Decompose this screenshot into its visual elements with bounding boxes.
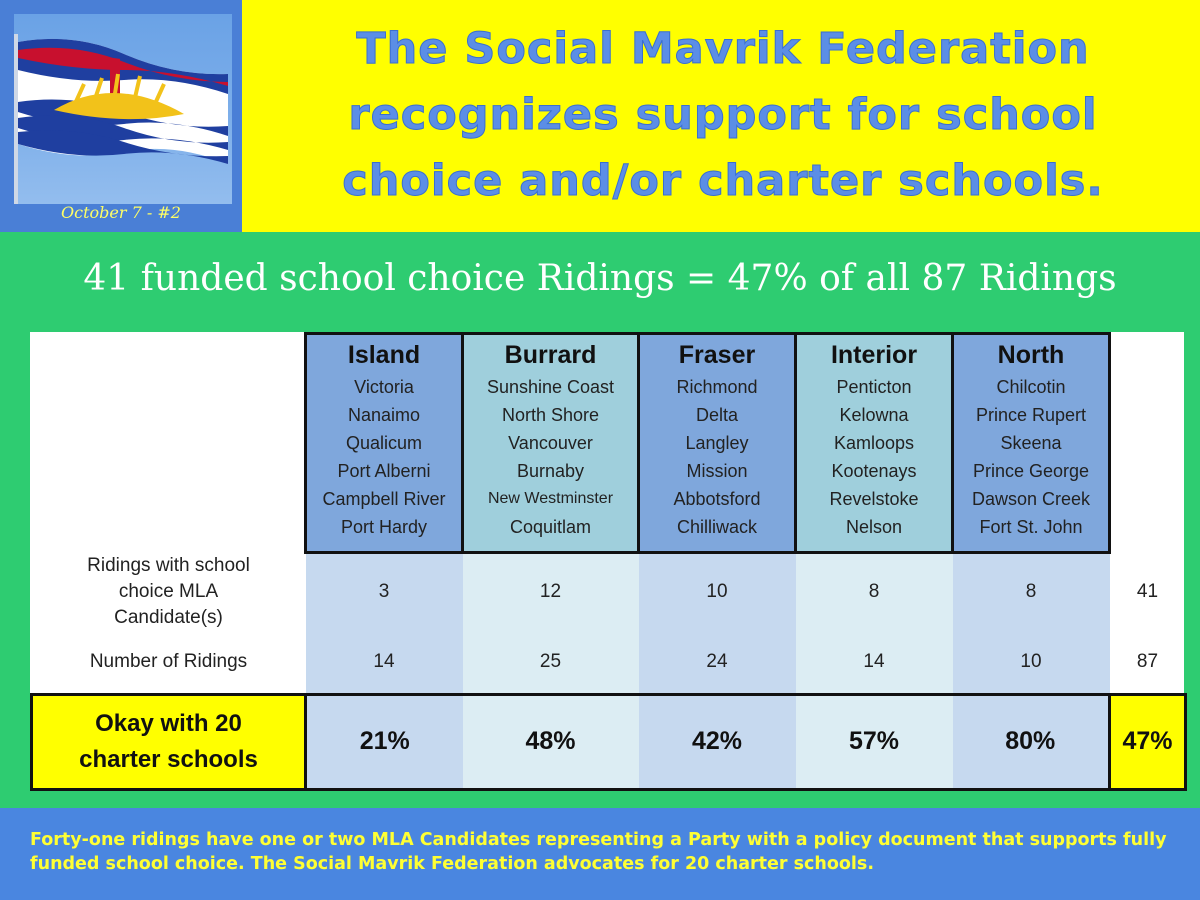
city-name: Fort St. John bbox=[979, 517, 1083, 537]
table-row-school-choice: Ridings with school choice MLA Candidate… bbox=[32, 552, 1186, 631]
region-island: Island Victoria Nanaimo Qualicum Port Al… bbox=[304, 332, 464, 554]
city-name: Chilliwack bbox=[676, 517, 757, 537]
flag-panel: October 7 - #2 bbox=[0, 0, 242, 232]
ridings-table: Island Victoria Nanaimo Qualicum Port Al… bbox=[30, 332, 1187, 791]
headline-line: The Social Mavrik Federation bbox=[356, 24, 1090, 75]
region-fraser: Fraser Richmond Delta Langley Mission Ab… bbox=[637, 332, 797, 554]
region-name: Burrard bbox=[504, 341, 597, 369]
city-name: Langley bbox=[685, 433, 749, 453]
total-cell: 41 bbox=[1136, 580, 1159, 602]
row-label-highlight: Okay with 20 charter schools bbox=[30, 692, 307, 791]
table-cell: 24 bbox=[638, 630, 796, 694]
city-name: Coquitlam bbox=[509, 517, 592, 537]
region-name: Fraser bbox=[678, 341, 756, 369]
empty-total-header-cell bbox=[1110, 334, 1186, 553]
row-label: Number of Ridings bbox=[89, 650, 248, 672]
city-name: Kamloops bbox=[833, 433, 915, 453]
city-name: Victoria bbox=[354, 377, 414, 397]
region-burrard: Burrard Sunshine Coast North Shore Vanco… bbox=[461, 332, 640, 554]
headline-line: recognizes support for school bbox=[348, 90, 1098, 141]
city-name: Port Hardy bbox=[340, 517, 428, 537]
city-name: Prince George bbox=[972, 461, 1090, 481]
empty-corner-cell bbox=[32, 334, 306, 553]
region-name: Interior bbox=[830, 341, 918, 369]
percent-cell: 48% bbox=[462, 692, 639, 791]
table-cell: 14 bbox=[795, 630, 953, 694]
city-name: Delta bbox=[695, 405, 739, 425]
total-cell: 87 bbox=[1136, 650, 1159, 672]
table-cell: 8 bbox=[795, 552, 953, 631]
percent-cell: 80% bbox=[952, 692, 1110, 791]
city-name: Revelstoke bbox=[829, 489, 919, 509]
city-name: Mission bbox=[686, 461, 748, 481]
footer-text: Forty-one ridings have one or two MLA Ca… bbox=[30, 830, 1167, 874]
total-percent-cell: 47% bbox=[1108, 692, 1187, 791]
city-name: Prince Rupert bbox=[975, 405, 1087, 425]
table-cell: 10 bbox=[952, 630, 1110, 694]
city-name: Chilcotin bbox=[996, 377, 1066, 397]
region-name: Island bbox=[347, 341, 421, 369]
bc-flag-icon bbox=[14, 14, 232, 204]
table-cell: 10 bbox=[638, 552, 796, 631]
header-banner: October 7 - #2 The Social Mavrik Federat… bbox=[0, 0, 1200, 232]
city-name: New Westminster bbox=[487, 490, 614, 507]
city-name: Penticton bbox=[836, 377, 912, 397]
footer-banner: Forty-one ridings have one or two MLA Ca… bbox=[0, 808, 1200, 900]
table-cell: 25 bbox=[462, 630, 639, 694]
ridings-table-panel: Island Victoria Nanaimo Qualicum Port Al… bbox=[30, 332, 1187, 791]
headline: The Social Mavrik Federation recognizes … bbox=[260, 16, 1186, 214]
city-name: Burnaby bbox=[516, 461, 585, 481]
table-cell: 8 bbox=[952, 552, 1110, 631]
city-name: Richmond bbox=[676, 377, 758, 397]
table-row-okay-with-charter: Okay with 20 charter schools 21% 48% 42%… bbox=[30, 692, 1187, 791]
city-name: Qualicum bbox=[345, 433, 423, 453]
city-name: Dawson Creek bbox=[971, 489, 1091, 509]
city-name: Port Alberni bbox=[337, 461, 431, 481]
city-name: Nelson bbox=[845, 517, 903, 537]
city-name: Nanaimo bbox=[347, 405, 421, 425]
city-name: North Shore bbox=[501, 405, 600, 425]
percent-cell: 57% bbox=[795, 692, 953, 791]
city-name: Abbotsford bbox=[673, 489, 761, 509]
subheader-summary: 41 funded school choice Ridings = 47% of… bbox=[83, 258, 1117, 299]
percent-cell: 21% bbox=[305, 692, 463, 791]
city-name: Vancouver bbox=[508, 433, 593, 453]
city-name: Skeena bbox=[1000, 433, 1062, 453]
city-name: Kootenays bbox=[831, 461, 917, 481]
percent-cell: 42% bbox=[638, 692, 796, 791]
city-name: Kelowna bbox=[839, 405, 909, 425]
city-name: Sunshine Coast bbox=[486, 377, 615, 397]
region-north: North Chilcotin Prince Rupert Skeena Pri… bbox=[951, 332, 1111, 554]
table-cell: 3 bbox=[305, 552, 463, 631]
region-name: North bbox=[997, 341, 1065, 369]
table-cell: 12 bbox=[462, 552, 639, 631]
city-name: Campbell River bbox=[322, 489, 446, 509]
date-label: October 7 - #2 bbox=[61, 203, 181, 222]
table-cell: 14 bbox=[305, 630, 463, 694]
table-row-number-of-ridings: Number of Ridings 14 25 24 14 10 87 bbox=[32, 630, 1186, 694]
row-label: Ridings with school choice MLA Candidate… bbox=[87, 554, 250, 628]
region-header-row: Island Victoria Nanaimo Qualicum Port Al… bbox=[32, 332, 1186, 554]
region-interior: Interior Penticton Kelowna Kamloops Koot… bbox=[794, 332, 954, 554]
headline-line: choice and/or charter schools. bbox=[342, 156, 1104, 207]
